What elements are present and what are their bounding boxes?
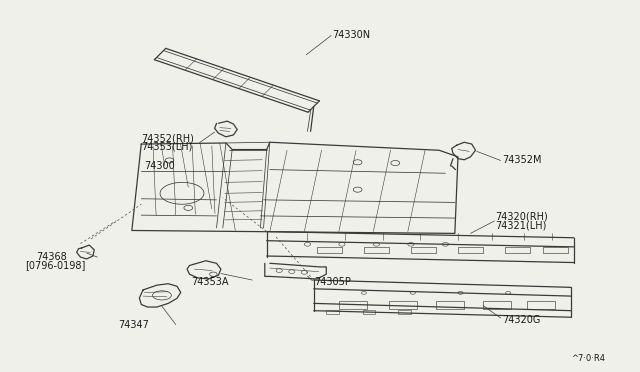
Bar <box>364 247 389 253</box>
Bar <box>389 301 417 309</box>
Text: 74353(LH): 74353(LH) <box>141 142 193 152</box>
Text: 74321(LH): 74321(LH) <box>495 220 547 230</box>
Bar <box>458 247 483 253</box>
Bar <box>527 301 556 309</box>
Text: 74368: 74368 <box>36 252 67 262</box>
Bar <box>483 301 511 309</box>
Bar <box>411 247 436 253</box>
Text: ^7·0·R4: ^7·0·R4 <box>571 353 605 363</box>
Text: 74352M: 74352M <box>502 155 541 166</box>
Bar <box>436 301 464 309</box>
Text: 74320G: 74320G <box>502 315 540 325</box>
Bar <box>317 247 342 253</box>
Text: 74352(RH): 74352(RH) <box>141 134 194 144</box>
Text: 74330N: 74330N <box>333 30 371 40</box>
Text: 74320(RH): 74320(RH) <box>495 212 548 222</box>
Text: 74353A: 74353A <box>191 276 229 286</box>
Text: 74347: 74347 <box>118 320 149 330</box>
Text: 74305P: 74305P <box>314 276 351 286</box>
Bar <box>543 247 568 253</box>
Bar <box>326 310 339 314</box>
Bar <box>505 247 530 253</box>
Bar <box>339 301 367 309</box>
Text: [0796-0198]: [0796-0198] <box>25 260 86 270</box>
Text: 74300: 74300 <box>145 161 175 171</box>
Bar <box>363 310 375 314</box>
Bar <box>398 310 411 314</box>
